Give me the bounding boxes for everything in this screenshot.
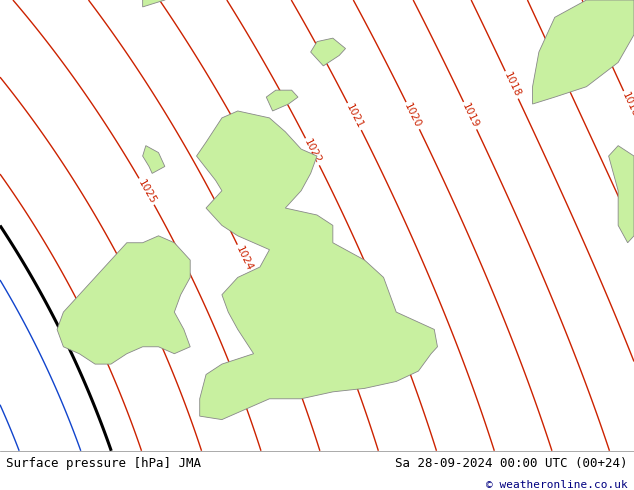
Polygon shape [266,90,298,111]
Text: 1020: 1020 [403,101,423,130]
Text: 1016: 1016 [620,91,634,119]
Text: 1018: 1018 [501,71,522,99]
Text: 1025: 1025 [136,177,157,205]
Polygon shape [197,111,437,419]
Polygon shape [609,146,634,243]
Text: 1019: 1019 [460,101,481,130]
Text: © weatheronline.co.uk: © weatheronline.co.uk [486,480,628,490]
Text: 1026: 1026 [128,282,149,310]
Polygon shape [311,38,346,66]
Text: 1024: 1024 [234,245,254,272]
Polygon shape [143,146,165,173]
Text: Sa 28-09-2024 00:00 UTC (00+24): Sa 28-09-2024 00:00 UTC (00+24) [395,457,628,469]
Polygon shape [57,236,190,364]
Text: 1023: 1023 [277,208,297,236]
Polygon shape [533,0,634,104]
Text: 1021: 1021 [344,102,365,130]
Polygon shape [143,0,174,7]
Text: 1017: 1017 [547,49,567,76]
Text: 1022: 1022 [302,138,323,166]
Text: Surface pressure [hPa] JMA: Surface pressure [hPa] JMA [6,457,202,469]
